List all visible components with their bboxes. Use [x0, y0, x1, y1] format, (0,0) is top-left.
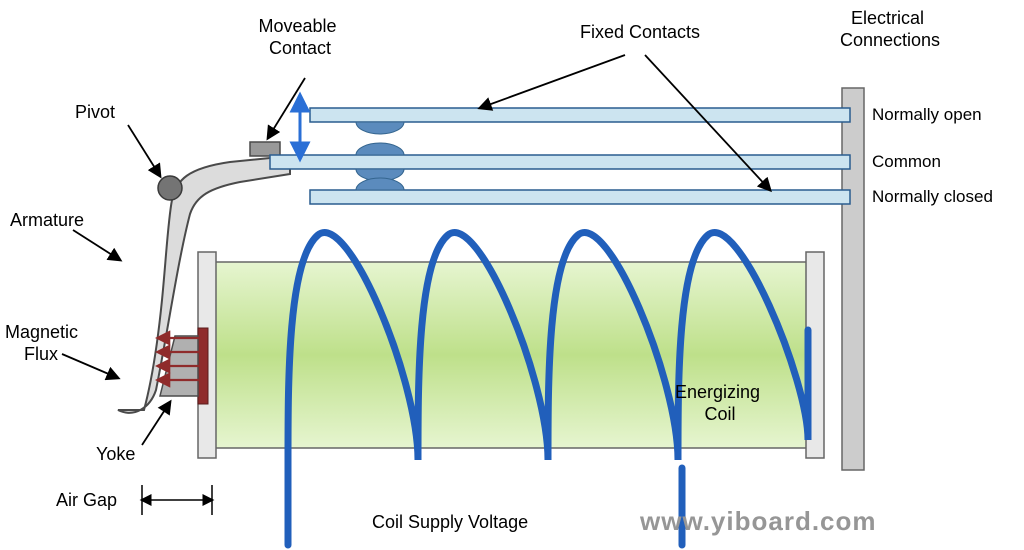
label-armature: Armature [10, 210, 84, 230]
air-gap-dimension [142, 485, 212, 515]
leader-armature [73, 230, 120, 260]
terminal-plate [842, 88, 864, 470]
label-air-gap: Air Gap [56, 490, 117, 510]
leader-flux [62, 354, 118, 378]
watermark: www.yiboard.com [639, 506, 877, 536]
leader-yoke [142, 402, 170, 445]
label-common: Common [872, 152, 941, 171]
contact-bar-common [270, 155, 850, 169]
label-pivot: Pivot [75, 102, 115, 122]
leader-pivot [128, 125, 160, 176]
contact-bar-no [310, 108, 850, 122]
label-normally-closed: Normally closed [872, 187, 993, 206]
label-fixed-contacts: Fixed Contacts [580, 22, 700, 42]
label-electrical-connections: Electrical Connections [840, 8, 940, 50]
pivot-pin [158, 176, 182, 200]
contact-bar-nc [310, 190, 850, 204]
relay-diagram: Pivot Armature Magnetic Flux Yoke Air Ga… [0, 0, 1024, 550]
moveable-contact-nub [250, 142, 280, 156]
label-coil-supply: Coil Supply Voltage [372, 512, 528, 532]
label-normally-open: Normally open [872, 105, 982, 124]
label-yoke: Yoke [96, 444, 135, 464]
label-moveable-contact: Moveable Contact [258, 16, 341, 58]
leader-fixed-1 [480, 55, 625, 108]
